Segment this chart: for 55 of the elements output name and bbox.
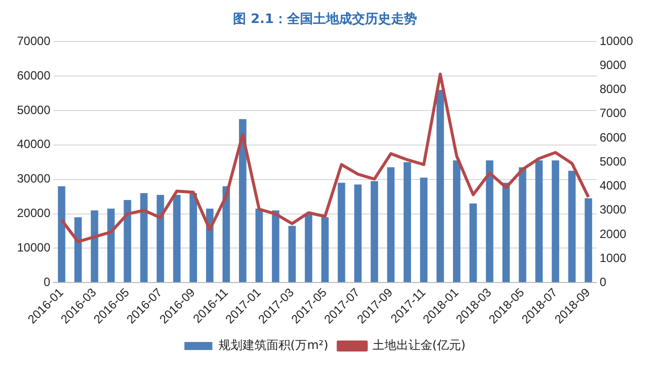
bar: [535, 160, 543, 282]
bar: [568, 170, 576, 282]
bar: [206, 208, 214, 282]
bar: [255, 208, 263, 282]
y2-tick-label: 8000: [600, 82, 627, 96]
bar: [387, 167, 395, 282]
bar: [321, 217, 329, 282]
bar: [420, 178, 428, 282]
chart-title: 图 2.1：全国土地成交历史走势: [233, 11, 417, 28]
y2-tick-label: 3000: [600, 202, 627, 217]
bar: [452, 160, 460, 282]
y2-tick-label: 2000: [600, 226, 627, 241]
y-tick-label: 40000: [16, 137, 51, 152]
bar: [190, 193, 198, 282]
y2-tick-label: 5000: [600, 154, 627, 168]
bar: [58, 186, 66, 282]
bar: [288, 226, 296, 282]
bar: [518, 167, 526, 282]
bar: [486, 160, 494, 282]
bar: [156, 194, 164, 282]
y2-tick-label: 1000: [600, 250, 627, 265]
bar: [140, 193, 148, 282]
legend-label: 规划建筑面积(万m²): [218, 338, 328, 352]
bar: [222, 186, 230, 282]
bar: [436, 90, 444, 282]
bar: [238, 119, 246, 282]
bar: [124, 200, 132, 282]
bar: [90, 210, 98, 282]
bar: [272, 210, 280, 282]
y-tick-label: 0: [44, 274, 51, 289]
y2-tick-label: 6000: [600, 130, 627, 144]
y-tick-label: 10000: [16, 240, 51, 255]
y2-tick-label: 7000: [600, 106, 627, 120]
bar: [552, 160, 560, 282]
bar: [469, 203, 477, 282]
y2-tick-label: 4000: [600, 178, 627, 193]
y2-tick-label: 10000: [600, 34, 634, 48]
bar: [354, 184, 362, 282]
y-tick-label: 60000: [16, 68, 51, 82]
y2-tick-label: 0: [600, 274, 607, 289]
bar: [404, 162, 412, 282]
bar: [173, 194, 181, 282]
y-tick-label: 30000: [16, 172, 51, 186]
bar: [584, 198, 592, 282]
bar: [107, 208, 115, 282]
bar: [502, 182, 510, 282]
y-tick-label: 20000: [16, 206, 51, 220]
bar: [370, 181, 378, 282]
y2-tick-label: 9000: [600, 58, 627, 72]
bar: [304, 214, 312, 282]
y-tick-label: 70000: [16, 34, 51, 48]
legend-label: 土地出让金(亿元): [372, 338, 466, 352]
bar: [338, 182, 346, 282]
bar: [74, 217, 82, 282]
y-tick-label: 50000: [16, 102, 51, 117]
